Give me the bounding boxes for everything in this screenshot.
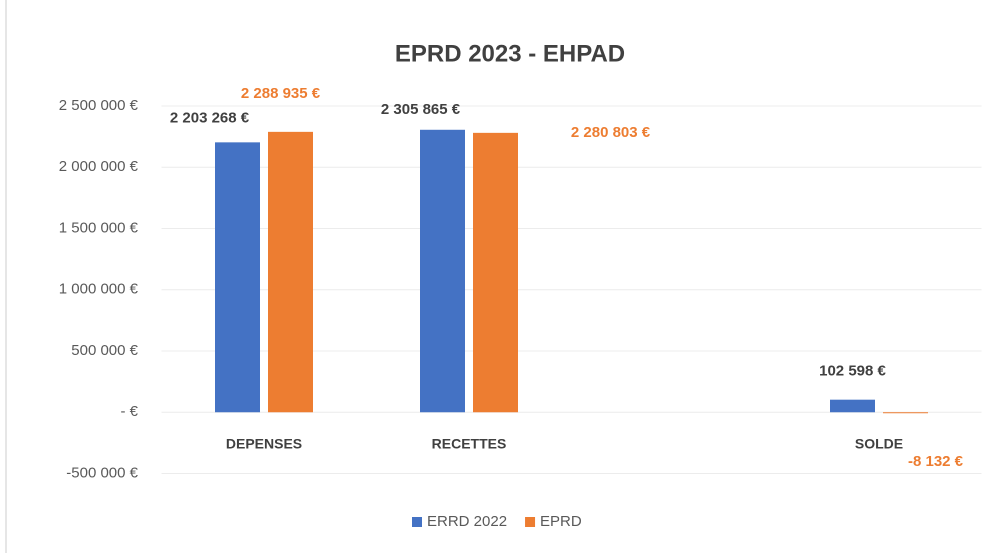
bar: [473, 132, 518, 413]
bar: [215, 142, 260, 413]
x-tick-label: SOLDE: [855, 436, 903, 452]
value-label: 2 203 268 €: [170, 109, 250, 126]
y-tick-label: 2 500 000 €: [59, 97, 139, 114]
legend-swatch: [412, 517, 422, 527]
chart-title: EPRD 2023 - EHPAD: [395, 40, 625, 67]
x-tick-label: RECETTES: [432, 436, 507, 452]
bar: [883, 412, 928, 414]
y-tick-label: - €: [120, 403, 138, 420]
legend-swatch: [525, 517, 536, 527]
y-tick-label: -500 000 €: [66, 464, 138, 481]
bar: [420, 129, 465, 413]
value-label: -8 132 €: [908, 453, 964, 470]
legend-label: ERRD 2022: [427, 513, 507, 530]
value-label: 2 305 865 €: [381, 101, 461, 118]
bar: [268, 131, 313, 413]
y-tick-label: 500 000 €: [71, 342, 138, 359]
y-tick-label: 1 500 000 €: [59, 219, 139, 236]
value-label: 2 288 935 €: [241, 85, 321, 102]
y-tick-label: 1 000 000 €: [59, 281, 139, 298]
value-label: 102 598 €: [819, 363, 886, 380]
y-tick-label: 2 000 000 €: [59, 158, 139, 175]
x-tick-label: DEPENSES: [226, 436, 302, 452]
bar: [830, 399, 875, 413]
legend-label: EPRD: [540, 513, 582, 530]
value-label: 2 280 803 €: [571, 124, 651, 141]
